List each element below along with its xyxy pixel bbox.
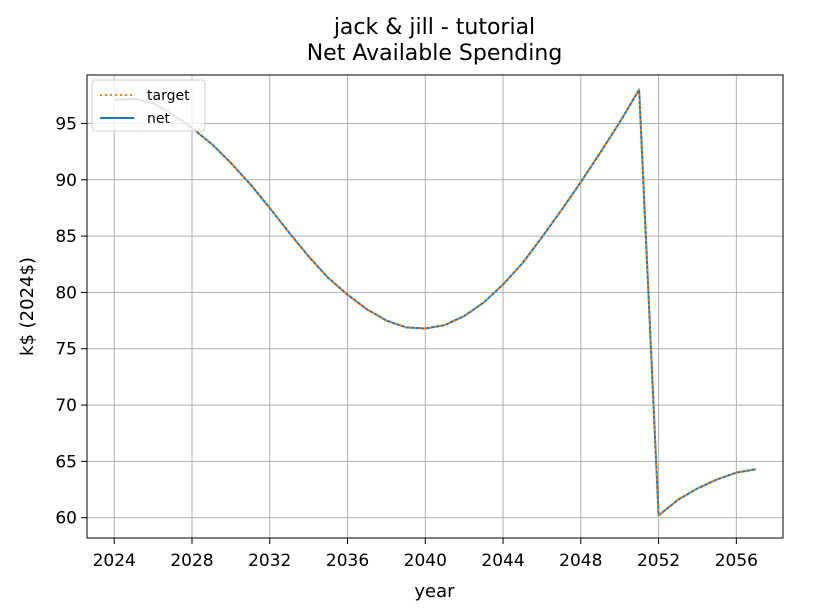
x-tick-label: 2044 xyxy=(481,551,524,571)
x-tick-label: 2024 xyxy=(93,551,136,571)
y-tick-label: 70 xyxy=(55,396,77,416)
x-tick-label: 2032 xyxy=(248,551,291,571)
y-axis-label: k$ (2024$) xyxy=(17,257,38,356)
series-line-target xyxy=(114,88,756,517)
chart-subtitle: Net Available Spending xyxy=(307,41,563,66)
y-tick-label: 80 xyxy=(55,283,77,303)
x-tick-label: 2048 xyxy=(559,551,602,571)
y-tick-label: 75 xyxy=(55,340,77,360)
y-tick-label: 60 xyxy=(55,509,77,529)
y-tick-label: 90 xyxy=(55,171,77,191)
y-tick-label: 65 xyxy=(55,452,77,472)
grid-lines xyxy=(87,75,783,538)
axis-ticks: 2024 2028 2032 2036 2040 2044 2048 2052 2056 60 65… xyxy=(55,114,758,571)
x-tick-label: 2056 xyxy=(715,551,758,571)
series-line-net xyxy=(114,88,756,517)
y-tick-label: 95 xyxy=(55,114,77,134)
x-tick-label: 2028 xyxy=(170,551,213,571)
legend-label-net: net xyxy=(147,111,170,127)
x-axis-label: year xyxy=(414,581,455,602)
legend: target net xyxy=(91,79,206,132)
x-tick-label: 2036 xyxy=(326,551,369,571)
chart-title: jack & jill - tutorial xyxy=(333,15,535,40)
legend-label-target: target xyxy=(147,88,190,104)
x-tick-label: 2040 xyxy=(404,551,447,571)
y-tick-label: 85 xyxy=(55,227,77,247)
plot-frame xyxy=(86,74,784,539)
series-lines xyxy=(114,88,756,517)
x-tick-label: 2052 xyxy=(637,551,680,571)
